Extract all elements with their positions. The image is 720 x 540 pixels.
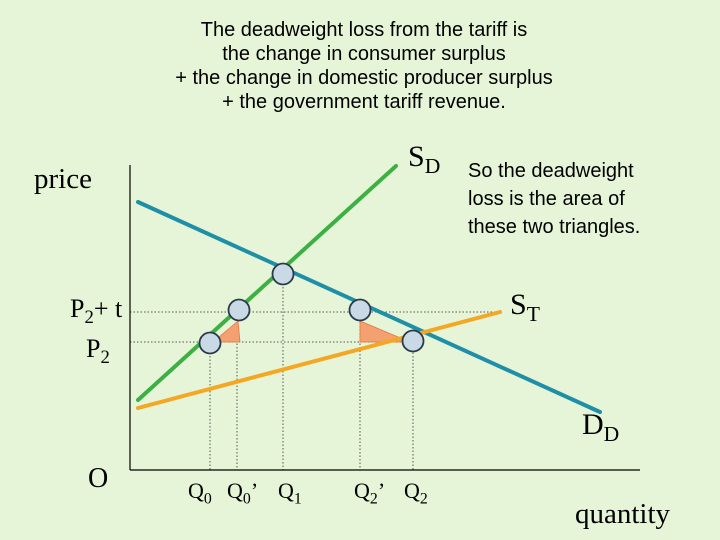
price-label-main: P bbox=[70, 294, 85, 323]
quantity-label-prime: ’ bbox=[250, 478, 259, 503]
quantity-label-q0-prime: Q0’ bbox=[227, 478, 258, 508]
tariff-supply-label: ST bbox=[510, 288, 540, 327]
domestic-supply-label: SD bbox=[408, 140, 440, 179]
point-q2-prime bbox=[348, 298, 372, 322]
price-label-p2: P2 bbox=[86, 334, 110, 369]
note-line: So the deadweight bbox=[468, 160, 634, 182]
curve-label-main: S bbox=[510, 288, 527, 321]
point-q1 bbox=[271, 262, 295, 286]
curve-label-sub: T bbox=[526, 302, 540, 326]
quantity-label-q1: Q1 bbox=[278, 478, 302, 508]
quantity-label-prime: ’ bbox=[377, 478, 386, 503]
point-q0 bbox=[198, 331, 222, 355]
quantity-label-main: Q bbox=[278, 478, 294, 503]
note-line: loss is the area of bbox=[468, 188, 625, 210]
quantity-label-sub: 2 bbox=[419, 490, 428, 508]
title-line: The deadweight loss from the tariff is bbox=[200, 19, 528, 41]
title-line: the change in consumer surplus bbox=[222, 43, 506, 65]
quantity-label-sub: 1 bbox=[293, 490, 302, 508]
quantity-label-main: Q bbox=[404, 478, 420, 503]
quantity-label-sub: 0 bbox=[203, 490, 212, 508]
price-label-tail: + t bbox=[93, 294, 123, 323]
intersection-points bbox=[198, 262, 425, 355]
quantity-label-main: Q bbox=[227, 478, 243, 503]
title-line: + the government tariff revenue. bbox=[222, 91, 506, 113]
quantity-label-q2-prime: Q2’ bbox=[354, 478, 385, 508]
curve-label-main: D bbox=[582, 408, 604, 441]
quantity-label-main: Q bbox=[188, 478, 204, 503]
quantity-label-sub: 2 bbox=[369, 490, 378, 508]
price-label-p2-plus-t: P2+ t bbox=[70, 294, 122, 329]
price-label-main: P bbox=[86, 334, 101, 363]
quantity-label-sub: 0 bbox=[242, 490, 251, 508]
note-line: these two triangles. bbox=[468, 216, 641, 238]
point-q2 bbox=[401, 329, 425, 353]
y-axis-label: price bbox=[34, 163, 92, 195]
guide-lines bbox=[130, 273, 500, 470]
price-label-sub: 2 bbox=[84, 307, 94, 329]
quantity-label-main: Q bbox=[354, 478, 370, 503]
tariff-supply-curve bbox=[136, 310, 502, 410]
title-line: + the change in domestic producer surplu… bbox=[175, 67, 553, 89]
quantity-label-q0: Q0 bbox=[188, 478, 212, 508]
price-label-sub: 2 bbox=[100, 347, 110, 369]
curve-label-sub: D bbox=[603, 422, 620, 446]
curve-label-main: S bbox=[408, 140, 425, 173]
explanation-note: So the deadweight loss is the area of th… bbox=[468, 157, 708, 241]
axes bbox=[129, 165, 640, 471]
deadweight-triangle-production bbox=[211, 320, 241, 343]
origin-label: O bbox=[88, 463, 109, 494]
curve-label-sub: D bbox=[424, 154, 441, 178]
demand-label: DD bbox=[582, 408, 619, 447]
slide-title: The deadweight loss from the tariff is t… bbox=[100, 18, 628, 114]
quantity-label-q2: Q2 bbox=[404, 478, 428, 508]
point-q0-prime bbox=[227, 298, 251, 322]
domestic-supply-curve bbox=[136, 164, 398, 402]
x-axis-label: quantity bbox=[575, 498, 671, 530]
